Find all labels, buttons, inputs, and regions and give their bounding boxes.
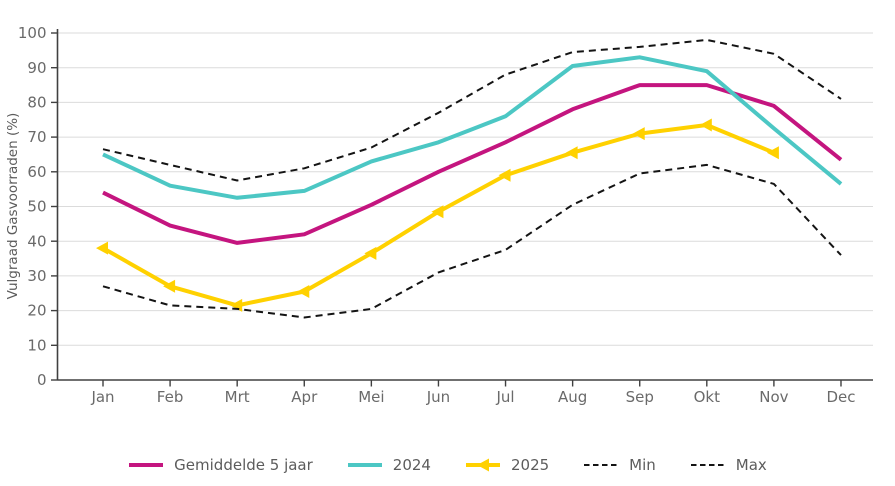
y-tick-label: 10 bbox=[27, 336, 46, 354]
y-tick-label: 70 bbox=[27, 128, 46, 146]
axes: 0 10 20 30 40 50 60 70 80 90 100 Jan Feb Mrt Apr Mei Jun… bbox=[18, 24, 873, 406]
series-2025-marker-icon bbox=[96, 241, 108, 255]
legend-item-max: Max bbox=[690, 456, 767, 474]
series-2025-marker-icon bbox=[163, 279, 176, 293]
x-tick-label: Jun bbox=[426, 388, 450, 406]
series-min-line bbox=[102, 163, 842, 319]
y-tick-label: 30 bbox=[27, 267, 46, 285]
legend-label-2025: 2025 bbox=[510, 456, 550, 474]
y-tick-label: 20 bbox=[27, 302, 46, 320]
series-max-line bbox=[102, 38, 842, 182]
legend-item-gemiddelde-5-jaar: Gemiddelde 5 jaar bbox=[128, 456, 313, 474]
x-tick-label: Apr bbox=[291, 388, 318, 406]
y-tick-label: 80 bbox=[27, 94, 46, 112]
x-tick-label: Nov bbox=[759, 388, 788, 406]
legend-swatch-2024-line bbox=[347, 463, 382, 467]
series-gemiddelde-5-jaar-line bbox=[102, 83, 843, 245]
legend-swatch-2025-line-with-triangle-marker-icon bbox=[465, 458, 500, 472]
series-lines bbox=[96, 38, 843, 319]
legend-item-min: Min bbox=[583, 456, 656, 474]
legend-label-max: Max bbox=[735, 456, 767, 474]
chart-legend: Gemiddelde 5 jaar 2024 2025 Min bbox=[0, 456, 895, 474]
y-tick-label: 50 bbox=[27, 198, 46, 216]
series-2025-marker-icon bbox=[230, 298, 243, 312]
x-tick-label: Mrt bbox=[225, 388, 250, 406]
x-tick-label: Aug bbox=[558, 388, 587, 406]
x-tick-label: Mei bbox=[358, 388, 384, 406]
legend-swatch-max-dashed-line bbox=[690, 464, 725, 466]
y-tick-label: 0 bbox=[37, 371, 47, 389]
series-2024-line bbox=[102, 55, 843, 200]
legend-swatch-gemiddelde-line bbox=[129, 463, 164, 467]
y-axis-title: Vulgraad Gasvoorraden (%) bbox=[5, 113, 21, 300]
series-2025-marker-icon bbox=[297, 285, 310, 299]
legend-swatch-min-dashed-line bbox=[584, 464, 619, 466]
chart-plot-area: 0 10 20 30 40 50 60 70 80 90 100 Jan Feb Mrt Apr Mei Jun… bbox=[5, 24, 873, 406]
x-tick-label: Jan bbox=[90, 388, 114, 406]
x-tick-label: Feb bbox=[157, 388, 184, 406]
legend-label-gemiddelde: Gemiddelde 5 jaar bbox=[174, 456, 313, 474]
y-tick-label: 60 bbox=[27, 163, 46, 181]
legend-item-2025: 2025 bbox=[465, 456, 549, 474]
series-2025-marker-icon bbox=[766, 146, 779, 160]
y-tick-label: 90 bbox=[27, 59, 46, 77]
x-tick-label: Okt bbox=[694, 388, 720, 406]
legend-label-min: Min bbox=[629, 456, 656, 474]
x-tick-label: Sep bbox=[626, 388, 654, 406]
gridlines bbox=[57, 32, 873, 346]
legend-label-2024: 2024 bbox=[392, 456, 431, 474]
x-tick-label: Dec bbox=[826, 388, 855, 406]
series-2025-marker-icon bbox=[364, 246, 377, 260]
legend-item-2024: 2024 bbox=[347, 456, 431, 474]
series-2025-marker-icon bbox=[431, 205, 444, 219]
series-2025-marker-icon bbox=[498, 168, 511, 182]
series-2025-marker-icon bbox=[699, 118, 712, 132]
y-tick-label: 40 bbox=[27, 232, 46, 250]
series-2025-marker-icon bbox=[565, 146, 578, 160]
x-tick-label: Jul bbox=[495, 388, 514, 406]
y-tick-label: 100 bbox=[18, 24, 47, 42]
series-2025-marker-icon bbox=[632, 127, 645, 141]
